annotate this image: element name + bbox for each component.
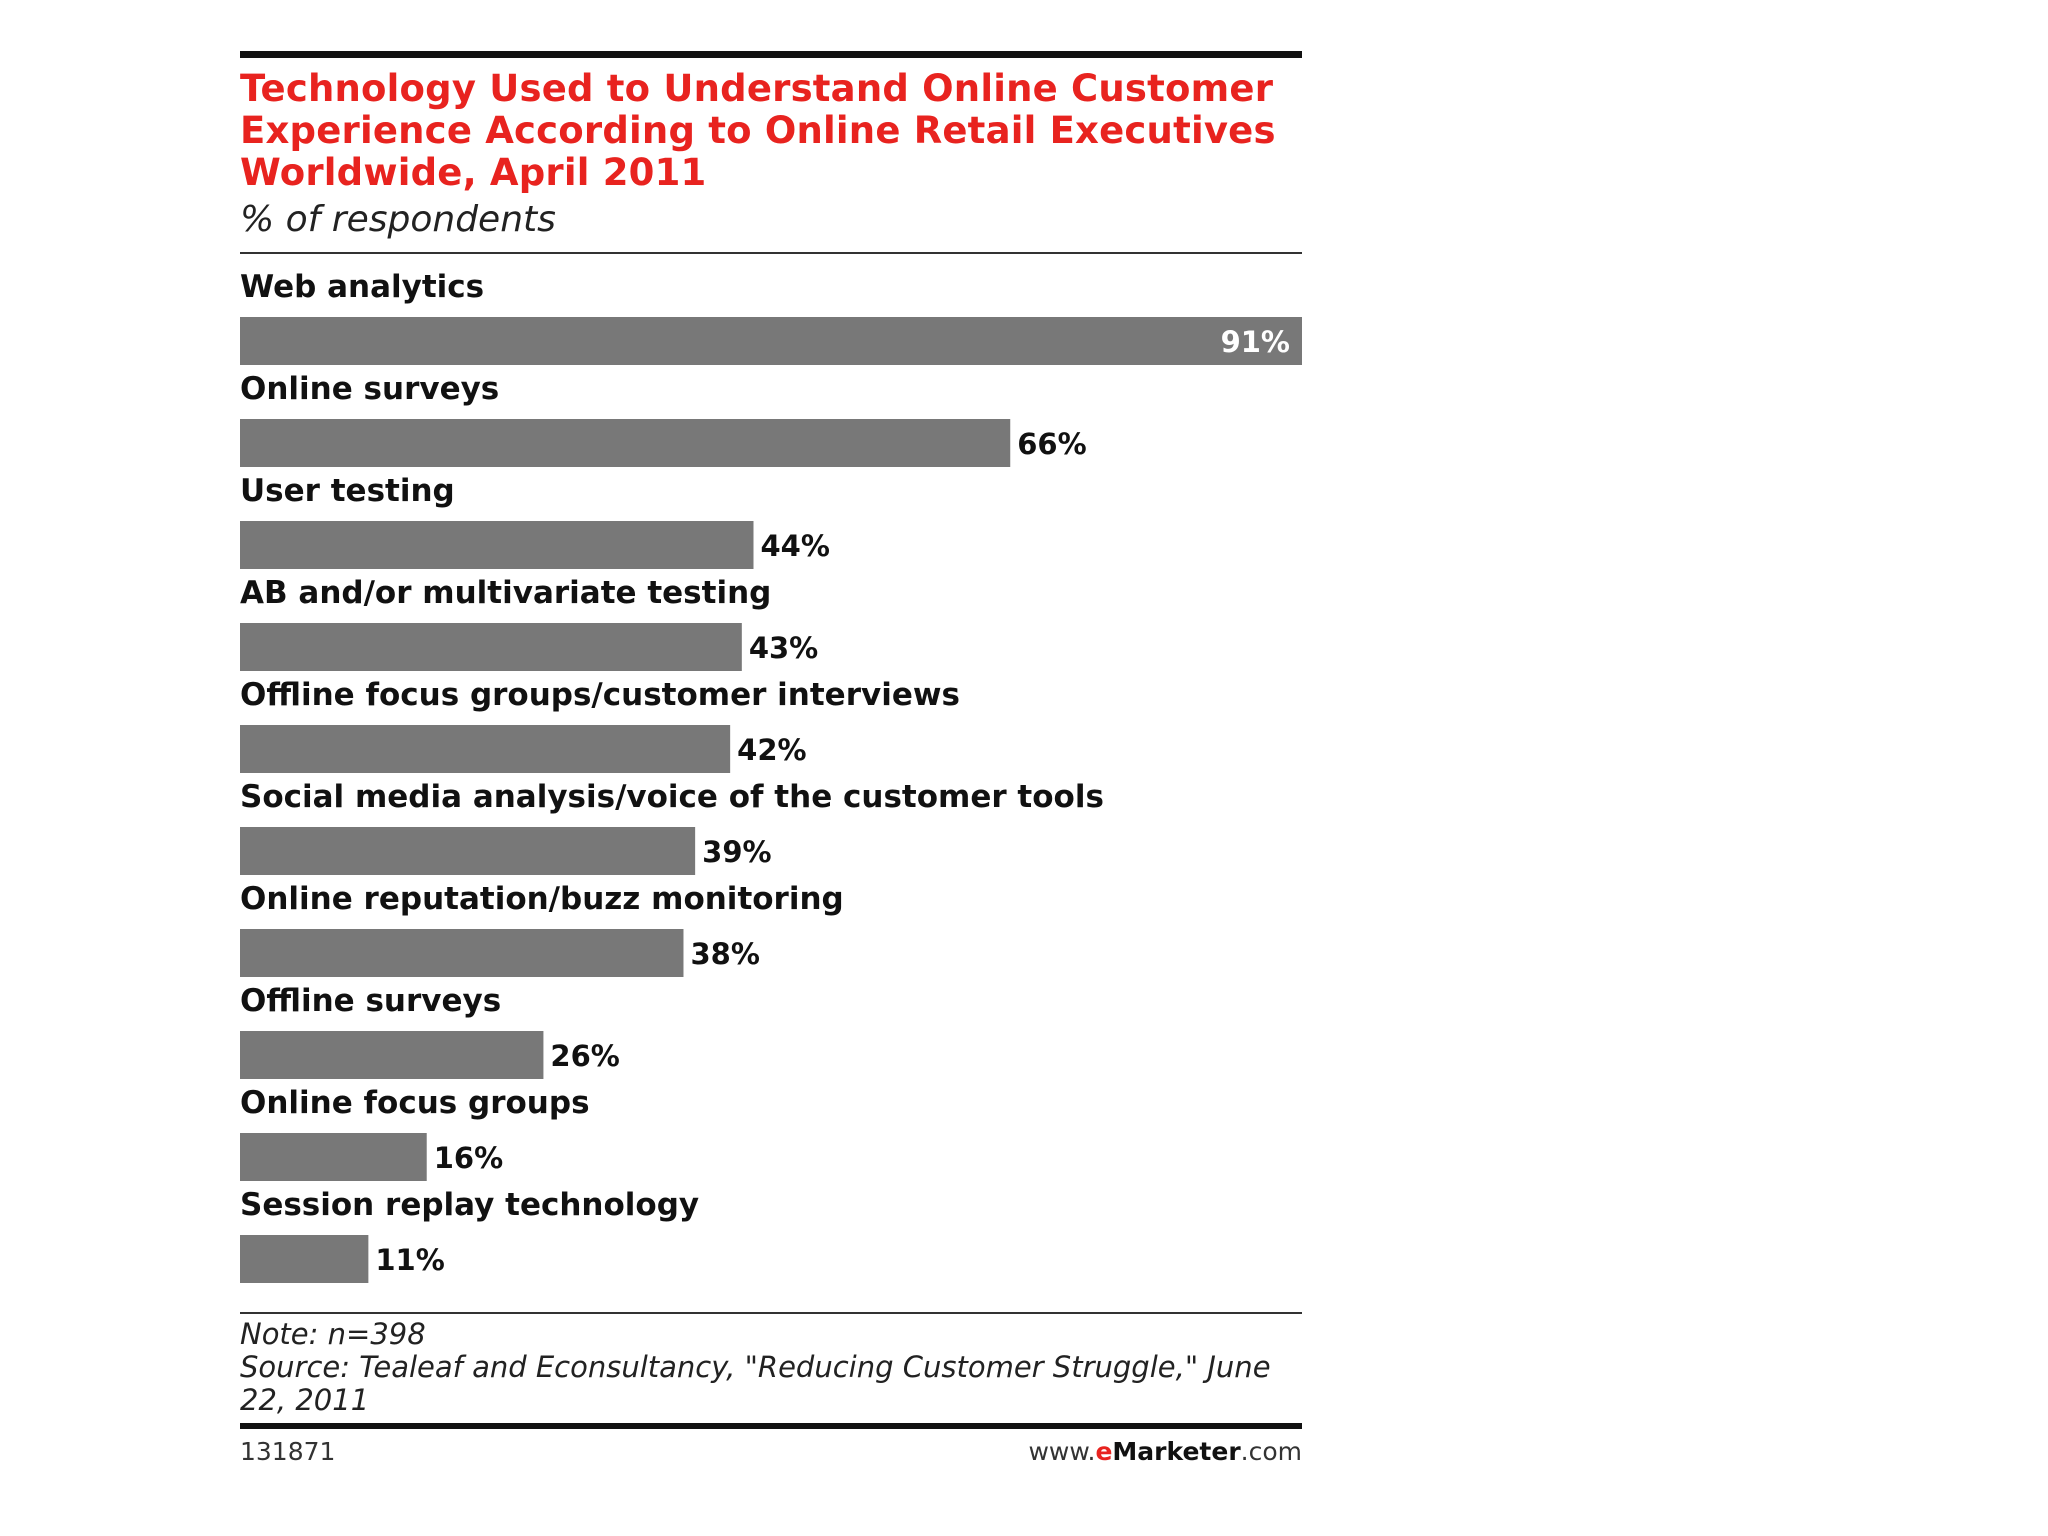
header-divider — [240, 252, 1302, 254]
brand-prefix: www. — [1028, 1437, 1096, 1466]
bar — [240, 1133, 427, 1181]
value-label: 91% — [1221, 325, 1290, 359]
bar — [240, 929, 684, 977]
bar — [240, 827, 696, 875]
bar — [240, 623, 742, 671]
value-label: 44% — [760, 529, 829, 563]
bar — [240, 725, 731, 773]
category-label: Offline focus groups/customer interviews — [240, 677, 960, 713]
category-label: Online reputation/buzz monitoring — [240, 881, 844, 917]
value-label: 16% — [434, 1141, 503, 1175]
note-divider — [240, 1312, 1302, 1314]
brand-name: Marketer — [1112, 1437, 1241, 1466]
chart-frame: Technology Used to Understand Online Cus… — [240, 51, 1302, 1466]
bar — [240, 521, 754, 569]
category-label: Web analytics — [240, 269, 484, 305]
category-label: Online surveys — [240, 371, 499, 407]
value-label: 11% — [375, 1243, 444, 1277]
bar — [240, 419, 1011, 467]
value-label: 38% — [690, 937, 759, 971]
value-label: 66% — [1017, 427, 1086, 461]
category-label: User testing — [240, 473, 455, 509]
category-label: Session replay technology — [240, 1187, 699, 1223]
chart-subtitle: % of respondents — [240, 199, 556, 240]
category-label: Online focus groups — [240, 1085, 590, 1121]
chart-id: 131871 — [240, 1437, 336, 1466]
value-label: 43% — [749, 631, 818, 665]
chart-title: Technology Used to Understand Online Cus… — [240, 67, 1276, 194]
brand-link[interactable]: www.eMarketer.com — [1028, 1437, 1302, 1466]
bottom-rule — [240, 1423, 1302, 1429]
bar — [240, 1031, 544, 1079]
bar — [240, 1235, 369, 1283]
chart-source: Source: Tealeaf and Econsultancy, "Reduc… — [240, 1350, 1271, 1417]
brand-suffix: .com — [1240, 1437, 1302, 1466]
chart-note: Note: n=398 — [240, 1317, 426, 1351]
value-label: 42% — [737, 733, 806, 767]
value-label: 39% — [702, 835, 771, 869]
category-label: AB and/or multivariate testing — [240, 575, 771, 611]
value-label: 26% — [550, 1039, 619, 1073]
top-rule — [240, 51, 1302, 58]
category-label: Offline surveys — [240, 983, 501, 1019]
bar-chart: Web analytics 91% Online surveys 66% User te… — [240, 269, 1302, 1283]
bar — [240, 317, 1302, 365]
chart-footer: 131871 www.eMarketer.com — [240, 1437, 1302, 1466]
brand-e: e — [1095, 1437, 1113, 1466]
category-label: Social media analysis/voice of the custo… — [240, 779, 1104, 815]
